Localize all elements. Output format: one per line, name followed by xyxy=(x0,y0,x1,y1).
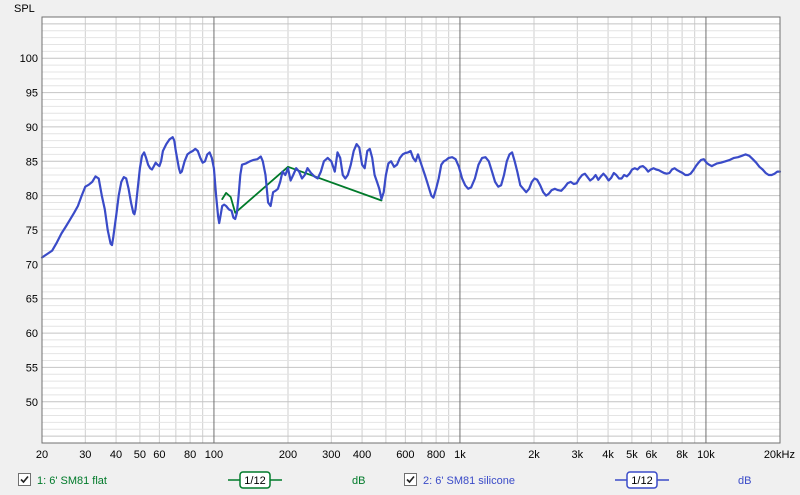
x-tick-labels: 20 30 40 50 60 80 100 200 300 400 600 800 1k 2k 3k 4k 5k… xyxy=(36,449,795,461)
series-1-label[interactable]: 1: 6' SM81 flat xyxy=(37,475,107,487)
x-tick-label: 10k xyxy=(697,449,715,461)
x-tick-label: 100 xyxy=(205,449,223,461)
grid-major xyxy=(213,17,707,443)
y-tick-label: 90 xyxy=(26,122,38,134)
series-1-smoothing-control[interactable]: 1/12 xyxy=(228,470,282,490)
x-tick-label: 5k xyxy=(626,449,638,461)
grid-minor xyxy=(41,17,781,444)
series-2-smoothing-text: 1/12 xyxy=(631,475,652,487)
y-tick-label: 75 xyxy=(26,225,38,237)
series-1-unit: dB xyxy=(352,475,366,487)
y-tick-label: 95 xyxy=(26,88,38,100)
series-2-checkbox[interactable] xyxy=(404,473,417,486)
y-tick-labels: 50 55 60 65 70 75 80 85 90 95 100 xyxy=(20,53,38,409)
series-lines xyxy=(40,136,782,259)
x-tick-label: 80 xyxy=(184,449,196,461)
checkmark-icon xyxy=(406,475,415,484)
x-tick-label: 60 xyxy=(153,449,165,461)
y-tick-label: 55 xyxy=(26,362,38,374)
x-tick-label: 6k xyxy=(646,449,658,461)
x-tick-label: 800 xyxy=(427,449,445,461)
series-1-smoothing-text: 1/12 xyxy=(244,475,265,487)
x-tick-label: 8k xyxy=(676,449,688,461)
x-tick-label: 300 xyxy=(322,449,340,461)
series-2-smoothing-control[interactable]: 1/12 xyxy=(615,470,669,490)
x-tick-label: 30 xyxy=(79,449,91,461)
y-tick-label: 80 xyxy=(26,191,38,203)
series-2-line xyxy=(40,136,782,259)
x-tick-label: 20kHz xyxy=(764,449,795,461)
legend-bar: 1: 6' SM81 flat 1/12 dB 2: 6' SM81 silic… xyxy=(0,470,800,492)
x-tick-label: 600 xyxy=(396,449,414,461)
x-tick-label: 200 xyxy=(279,449,297,461)
y-tick-label: 100 xyxy=(20,53,38,65)
series-1-line xyxy=(221,165,383,214)
x-tick-label: 1k xyxy=(454,449,466,461)
y-tick-label: 85 xyxy=(26,156,38,168)
x-tick-label: 3k xyxy=(572,449,584,461)
y-tick-label: 70 xyxy=(26,259,38,271)
series-2-unit: dB xyxy=(738,475,752,487)
series-1-checkbox[interactable] xyxy=(18,473,31,486)
x-tick-label: 50 xyxy=(134,449,146,461)
x-tick-label: 40 xyxy=(110,449,122,461)
y-tick-label: 60 xyxy=(26,328,38,340)
y-axis-label: SPL xyxy=(14,3,35,15)
y-tick-label: 50 xyxy=(26,397,38,409)
x-tick-label: 20 xyxy=(36,449,48,461)
y-tick-label: 65 xyxy=(26,294,38,306)
series-2-label[interactable]: 2: 6' SM81 silicone xyxy=(423,475,515,487)
x-tick-label: 4k xyxy=(602,449,614,461)
x-tick-label: 2k xyxy=(528,449,540,461)
checkmark-icon xyxy=(20,475,29,484)
x-tick-label: 400 xyxy=(353,449,371,461)
plot-border xyxy=(41,16,781,444)
